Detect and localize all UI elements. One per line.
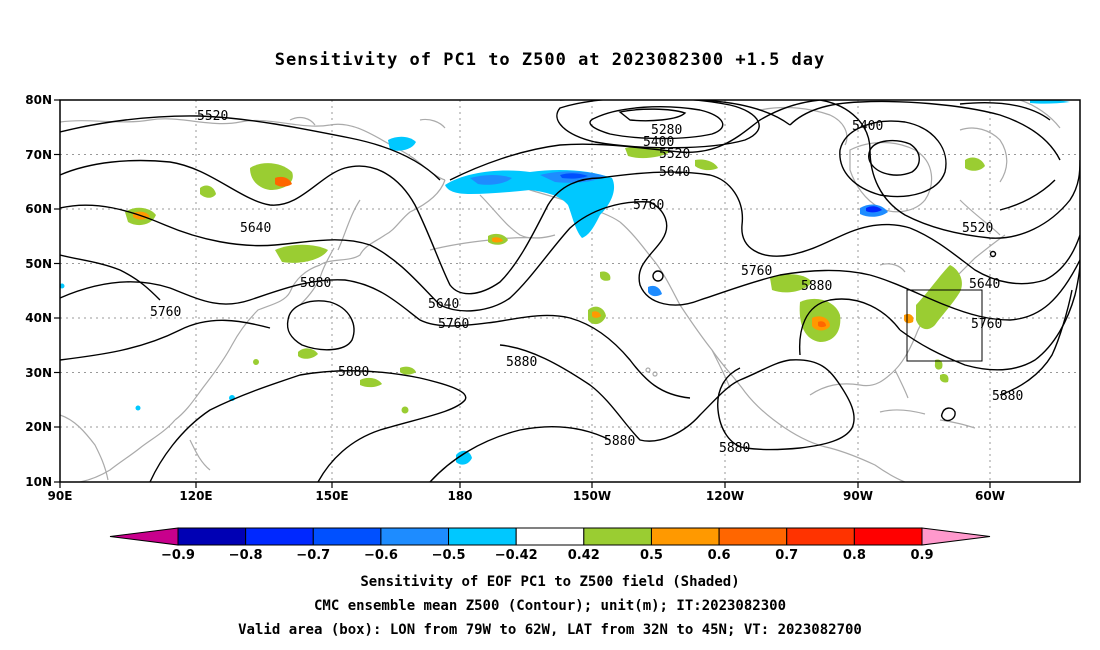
colorbar-swatch xyxy=(380,527,450,546)
lon-label: 90E xyxy=(48,489,73,503)
lat-label: 50N xyxy=(25,257,52,271)
lat-label: 40N xyxy=(25,311,52,325)
contour-label: 5760 xyxy=(971,317,1002,332)
colorbar-label: −0.7 xyxy=(296,548,330,563)
colorbar-label: 0.9 xyxy=(910,548,933,563)
lat-labels: 80N 70N 60N 50N 40N 30N 20N 10N xyxy=(25,93,52,489)
axis-ticks xyxy=(54,99,991,488)
colorbar-label: 0.7 xyxy=(775,548,798,563)
colorbar-label: 0.5 xyxy=(640,548,663,563)
colorbar-swatch xyxy=(583,527,652,546)
lat-label: 60N xyxy=(25,202,52,216)
colorbar-swatch xyxy=(177,527,247,546)
contour-label: 5880 xyxy=(300,276,331,291)
lon-label: 150E xyxy=(315,489,348,503)
colorbar-swatch xyxy=(245,527,314,546)
plot-frame xyxy=(59,99,1081,483)
colorbar-label: −0.9 xyxy=(161,548,195,563)
sensitivity-shading xyxy=(60,100,1070,465)
coastlines xyxy=(60,100,1061,482)
colorbar-swatch xyxy=(312,527,382,546)
colorbar-swatch xyxy=(786,527,855,546)
lon-label: 120E xyxy=(179,489,212,503)
contour-label: 5760 xyxy=(438,317,469,332)
contour-label: 5880 xyxy=(719,441,750,456)
colorbar-high-end xyxy=(921,527,991,546)
colorbar-swatch xyxy=(853,527,923,546)
contour-label: 5640 xyxy=(969,277,1000,292)
lon-label: 90W xyxy=(843,489,873,503)
lat-label: 30N xyxy=(25,366,52,380)
contour-label: 5640 xyxy=(428,297,459,312)
colorbar-label: −0.42 xyxy=(495,548,538,563)
lon-label: 180 xyxy=(447,489,472,503)
contour-label: 5280 xyxy=(651,123,682,138)
caption-line-1: Sensitivity of EOF PC1 to Z500 field (Sh… xyxy=(360,574,740,590)
contour-label: 5520 xyxy=(197,109,228,124)
colorbar: −0.9 −0.8 −0.7 −0.6 −0.5 −0.42 0.42 0.5 0.6 0.7 0.… xyxy=(109,527,991,563)
contour-label: 5400 xyxy=(852,119,883,134)
contour-label: 5760 xyxy=(150,305,181,320)
contour-label: 5520 xyxy=(962,221,993,236)
lon-label: 120W xyxy=(706,489,744,503)
colorbar-swatch xyxy=(448,527,517,546)
colorbar-label: 0.8 xyxy=(843,548,866,563)
contour-label: 5880 xyxy=(992,389,1023,404)
lat-label: 20N xyxy=(25,420,52,434)
colorbar-label: −0.5 xyxy=(432,548,466,563)
caption-line-3: Valid area (box): LON from 79W to 62W, L… xyxy=(238,622,862,638)
contour-label: 5760 xyxy=(741,264,772,279)
valid-area-box xyxy=(906,289,983,362)
caption-line-2: CMC ensemble mean Z500 (Contour); unit(m… xyxy=(313,598,786,614)
contour-labels: 5520 5640 5760 5880 5880 5640 5760 5280 … xyxy=(150,109,1023,456)
contour-label: 5760 xyxy=(633,198,664,213)
contour-label: 5880 xyxy=(506,355,537,370)
lat-label: 10N xyxy=(25,475,52,489)
colorbar-label: −0.8 xyxy=(229,548,263,563)
contour-label: 5640 xyxy=(240,221,271,236)
map-title: Sensitivity of PC1 to Z500 at 2023082300… xyxy=(274,50,826,70)
grid-lines xyxy=(60,100,1080,482)
contour-label: 5520 xyxy=(659,147,690,162)
colorbar-label: −0.6 xyxy=(364,548,398,563)
lat-label: 80N xyxy=(25,93,52,107)
colorbar-swatch xyxy=(515,527,585,546)
contour-label: 5400 xyxy=(643,135,674,150)
lon-label: 150W xyxy=(573,489,611,503)
colorbar-swatch xyxy=(650,527,720,546)
contour-label: 5880 xyxy=(604,434,635,449)
colorbar-label: 0.6 xyxy=(708,548,731,563)
contour-label: 5880 xyxy=(801,279,832,294)
contour-label: 5640 xyxy=(659,165,690,180)
colorbar-label: 0.42 xyxy=(568,548,600,563)
z500-contours xyxy=(60,100,1080,482)
colorbar-low-end xyxy=(109,527,179,546)
contour-label: 5880 xyxy=(338,365,369,380)
lat-label: 70N xyxy=(25,148,52,162)
colorbar-swatch xyxy=(718,527,788,546)
lon-labels: 90E 120E 150E 180 150W 120W 90W 60W xyxy=(48,489,1005,503)
lon-label: 60W xyxy=(975,489,1005,503)
